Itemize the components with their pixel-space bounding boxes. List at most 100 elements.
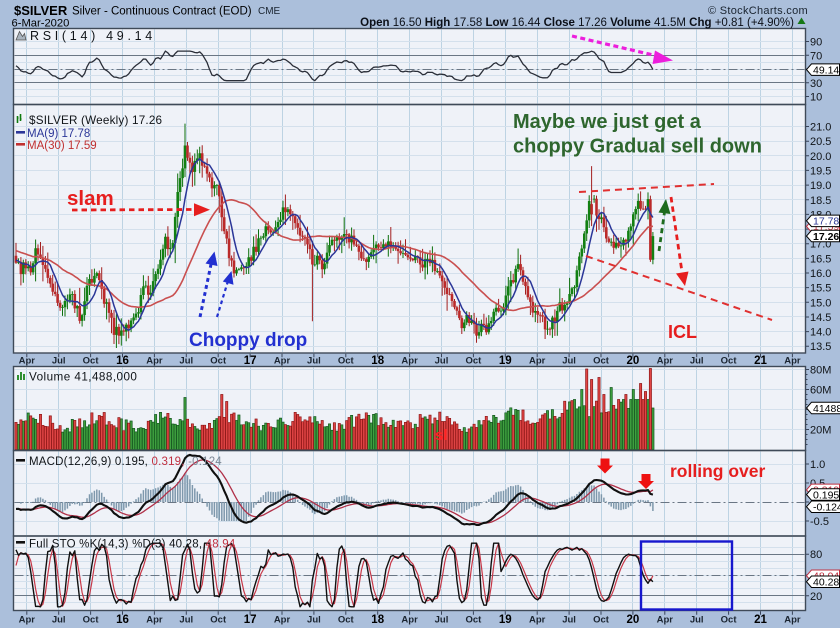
svg-text:Apr: Apr [784,615,801,626]
svg-text:17: 17 [244,355,257,367]
svg-text:Apr: Apr [19,356,36,367]
svg-text:choppy Gradual sell down: choppy Gradual sell down [513,136,762,158]
svg-text:ICL: ICL [668,322,697,342]
svg-text:19: 19 [499,614,512,626]
svg-text:Apr: Apr [401,615,418,626]
svg-text:Jul: Jul [307,615,321,626]
svg-text:6-Mar-2020: 6-Mar-2020 [12,18,70,30]
svg-text:70: 70 [810,50,822,62]
svg-text:19.0: 19.0 [810,180,831,192]
svg-text:Apr: Apr [529,615,546,626]
svg-text:0.195: 0.195 [813,489,839,501]
svg-text:-0.124: -0.124 [813,502,840,514]
svg-text:Oct: Oct [465,615,482,626]
svg-text:90: 90 [810,37,822,49]
svg-text:rolling over: rolling over [670,461,765,481]
svg-text:-0.5: -0.5 [810,516,829,528]
svg-text:MACD(12,26,9) 0.195, 0.319, -0: MACD(12,26,9) 0.195, 0.319, -0.124 [29,456,222,468]
svg-text:Oct: Oct [83,356,100,367]
svg-text:Oct: Oct [338,615,355,626]
svg-text:slam: slam [67,187,114,210]
svg-text:Jul: Jul [562,356,576,367]
svg-text:Apr: Apr [274,615,291,626]
svg-text:Volume 41,488,000: Volume 41,488,000 [29,371,137,384]
svg-text:MA(30) 17.59: MA(30) 17.59 [27,140,97,152]
svg-text:20.5: 20.5 [810,136,831,148]
svg-text:Apr: Apr [784,356,801,367]
svg-text:80M: 80M [810,365,831,377]
svg-text:41488M: 41488M [813,403,840,415]
svg-text:Apr: Apr [146,356,163,367]
svg-text:Maybe we just get a: Maybe we just get a [513,111,702,133]
svg-text:80: 80 [810,549,822,561]
svg-text:© StockCharts.com: © StockCharts.com [708,5,808,17]
svg-text:16: 16 [116,355,129,367]
svg-text:Jul: Jul [690,615,704,626]
svg-text:RSI(14) 49.14: RSI(14) 49.14 [30,29,156,43]
svg-text:Jul: Jul [52,356,66,367]
svg-text:40.28: 40.28 [813,577,839,589]
svg-text:sl: sl [435,427,448,444]
svg-text:49.14: 49.14 [813,64,839,76]
svg-text:Jul: Jul [52,615,66,626]
svg-text:Silver - Continuous Contract (: Silver - Continuous Contract (EOD) [72,6,252,18]
svg-text:Choppy drop: Choppy drop [189,330,307,351]
svg-text:Jul: Jul [179,615,193,626]
svg-text:Oct: Oct [465,356,482,367]
svg-text:21.0: 21.0 [810,122,831,134]
svg-text:18: 18 [371,355,384,367]
svg-text:20.0: 20.0 [810,151,831,163]
svg-text:$SILVER: $SILVER [14,3,68,18]
svg-text:16.5: 16.5 [810,253,831,265]
svg-text:Apr: Apr [401,356,418,367]
svg-text:13.5: 13.5 [810,341,831,353]
svg-text:Jul: Jul [179,356,193,367]
svg-text:20: 20 [627,614,640,626]
svg-text:15.0: 15.0 [810,297,831,309]
svg-text:19.5: 19.5 [810,165,831,177]
svg-text:21: 21 [754,355,767,367]
svg-text:Apr: Apr [657,356,674,367]
svg-text:17.78: 17.78 [813,216,839,228]
svg-text:19: 19 [499,355,512,367]
svg-text:16: 16 [116,614,129,626]
svg-text:Apr: Apr [529,356,546,367]
svg-text:60M: 60M [810,385,831,397]
svg-text:Open 16.50 High 17.58 Low 16.4: Open 16.50 High 17.58 Low 16.44 Close 17… [360,17,794,29]
svg-text:Oct: Oct [593,615,610,626]
svg-text:Oct: Oct [210,356,227,367]
svg-text:Apr: Apr [146,615,163,626]
svg-text:Apr: Apr [657,615,674,626]
svg-text:Oct: Oct [83,615,100,626]
svg-text:Jul: Jul [562,615,576,626]
svg-text:14.0: 14.0 [810,327,831,339]
svg-text:20M: 20M [810,425,831,437]
svg-text:15.5: 15.5 [810,283,831,295]
svg-text:Jul: Jul [690,356,704,367]
svg-text:17.26: 17.26 [813,231,839,243]
svg-text:Jul: Jul [435,356,449,367]
svg-text:Oct: Oct [721,356,738,367]
svg-text:Jul: Jul [307,356,321,367]
svg-text:20: 20 [810,591,822,603]
svg-text:Full STO %K(14,3) %D(3) 40.28,: Full STO %K(14,3) %D(3) 40.28, 48.94 [29,539,236,551]
svg-text:$SILVER (Weekly) 17.26: $SILVER (Weekly) 17.26 [29,114,162,127]
svg-text:17: 17 [244,614,257,626]
svg-text:30: 30 [810,78,822,90]
svg-text:1.0: 1.0 [810,459,825,471]
svg-text:10: 10 [810,92,822,104]
svg-text:Apr: Apr [19,615,36,626]
svg-text:MA(9) 17.78: MA(9) 17.78 [27,128,90,140]
svg-text:20: 20 [627,355,640,367]
svg-text:Jul: Jul [435,615,449,626]
svg-text:Oct: Oct [338,356,355,367]
svg-text:Apr: Apr [274,356,291,367]
svg-text:CME: CME [258,6,281,17]
svg-text:18: 18 [371,614,384,626]
svg-text:16.0: 16.0 [810,268,831,280]
svg-text:Oct: Oct [210,615,227,626]
svg-text:Oct: Oct [721,615,738,626]
svg-text:14.5: 14.5 [810,312,831,324]
svg-text:18.5: 18.5 [810,195,831,207]
svg-text:21: 21 [754,614,767,626]
